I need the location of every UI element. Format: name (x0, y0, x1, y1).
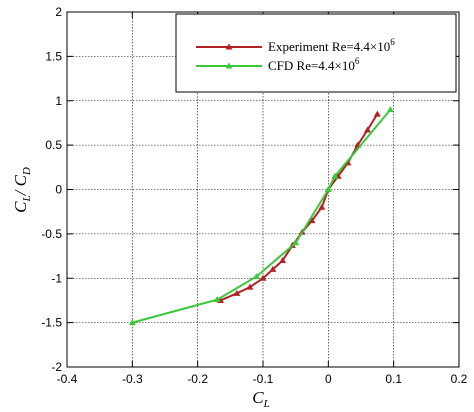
data-point-experiment (373, 110, 381, 117)
data-point-experiment (364, 126, 372, 133)
legend-box (175, 13, 457, 93)
data-point-cfd (252, 272, 260, 279)
data-point-cfd (128, 319, 136, 326)
y-tick-label: 1.5 (45, 49, 62, 63)
legend-entry-cfd: CFD Re=4.4×106 (196, 56, 360, 73)
x-tick-label: 0 (325, 372, 332, 386)
data-point-cfd (331, 172, 339, 179)
y-tick-label: -0.5 (41, 227, 62, 241)
data-point-experiment (259, 274, 267, 281)
y-tick-label: -1.5 (41, 316, 62, 330)
y-tick-label: 2 (55, 5, 62, 19)
data-point-cfd (386, 106, 394, 113)
data-point-experiment (318, 203, 326, 210)
y-tick-label: 0.5 (45, 138, 62, 152)
y-axis-label: CL/ CD (11, 167, 33, 213)
y-tick-label: -1 (51, 271, 62, 285)
legend-entry-experiment: Experiment Re=4.4×106 (196, 37, 395, 54)
data-point-experiment (279, 257, 287, 263)
data-point-cfd (324, 186, 332, 192)
data-point-experiment (246, 283, 254, 290)
x-tick-label: -0.1 (253, 372, 274, 386)
x-tick-label: -0.3 (122, 372, 143, 386)
ticks: -0.4 -0.3 -0.2 -0.1 0 0.1 0.2 -2 -1.5 -1 -0.5 0 0.5 1… (41, 5, 467, 386)
x-tick-label: 0.2 (451, 372, 468, 386)
data-point-cfd (213, 296, 221, 303)
legend-label-experiment: Experiment Re=4.4×106 (268, 37, 395, 54)
legend-label-cfd: CFD Re=4.4×106 (268, 56, 360, 73)
y-tick-label: 0 (55, 183, 62, 197)
legend: Experiment Re=4.4×106 CFD Re=4.4×106 (175, 13, 457, 93)
series-layer (128, 106, 394, 326)
data-point-experiment (308, 217, 316, 224)
y-tick-label: 1 (55, 94, 62, 108)
legend-marker-experiment (225, 43, 233, 50)
x-tick-label: -0.2 (187, 372, 208, 386)
x-tick-label: 0.1 (385, 372, 402, 386)
legend-marker-cfd (225, 62, 233, 69)
x-tick-label: -0.4 (57, 372, 78, 386)
data-point-experiment (269, 265, 277, 272)
x-axis-label: CL (252, 388, 269, 410)
data-point-experiment (233, 289, 241, 296)
y-tick-label: -2 (51, 360, 62, 374)
data-point-cfd (292, 239, 300, 246)
